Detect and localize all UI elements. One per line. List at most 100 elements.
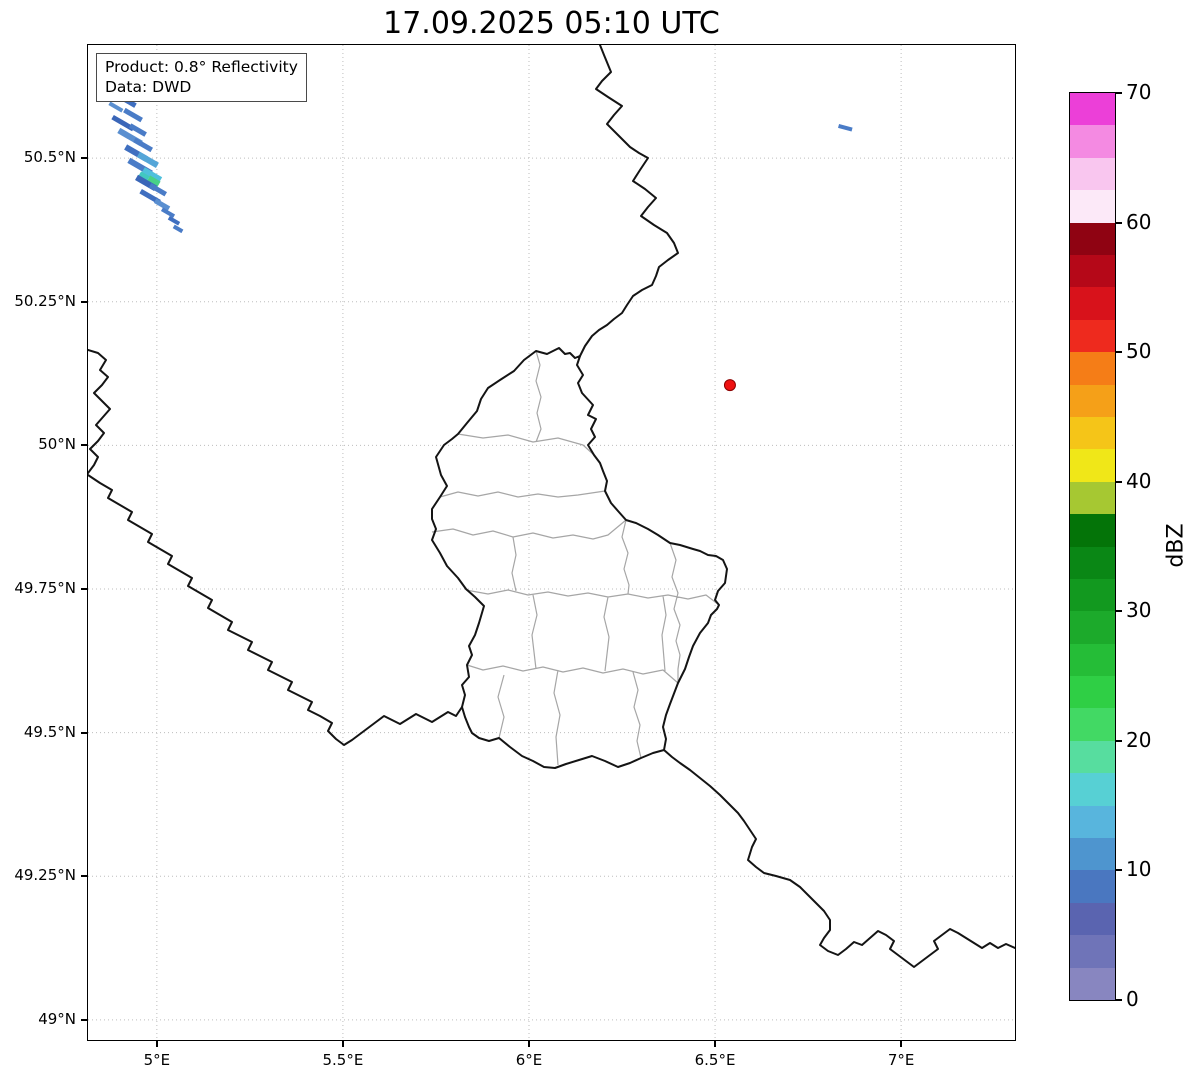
colorbar-bands — [1070, 93, 1115, 1000]
givet-salient-border — [88, 349, 111, 474]
colorbar-tick-label: 50 — [1126, 339, 1152, 364]
colorbar-band — [1070, 902, 1115, 936]
colorbar-unit-label: dBZ — [1163, 523, 1189, 568]
colorbar-tick-mark — [1116, 610, 1122, 613]
y-tick-label: 49.75°N — [14, 579, 76, 598]
colorbar-band — [1070, 416, 1115, 450]
radar-echo-layer — [108, 87, 853, 234]
map-plot: Product: 0.8° Reflectivity Data: DWD — [87, 44, 1016, 1041]
colorbar-band — [1070, 384, 1115, 417]
radar-echo — [160, 207, 176, 218]
colorbar-band — [1070, 189, 1115, 223]
radar-echo — [141, 167, 163, 183]
colorbar-tick-label: 20 — [1126, 727, 1152, 752]
colorbar-band — [1070, 772, 1115, 806]
x-tick-label: 6.5°E — [694, 1051, 736, 1069]
radar-echo — [128, 123, 147, 137]
x-tick-label: 5.5°E — [322, 1051, 364, 1069]
colorbar-band — [1070, 546, 1115, 579]
colorbar-tick-label: 0 — [1126, 987, 1139, 1011]
x-tick-mark — [341, 1041, 344, 1047]
radar-echo — [111, 114, 135, 132]
radar-echo — [147, 175, 161, 187]
colorbar-band — [1070, 254, 1115, 288]
x-tick-mark — [527, 1041, 530, 1047]
colorbar-band — [1070, 869, 1115, 903]
colorbar-band — [1070, 513, 1115, 547]
map-canvas — [88, 45, 1015, 1040]
canton-borders — [431, 350, 720, 766]
colorbar-band — [1070, 448, 1115, 482]
colorbar-band — [1070, 934, 1115, 968]
radar-echo — [136, 151, 159, 168]
colorbar-tick-mark — [1116, 739, 1122, 742]
y-tick-mark — [81, 1018, 87, 1021]
colorbar-band — [1070, 643, 1115, 677]
gridlines — [88, 45, 1015, 1040]
y-tick-label: 49.25°N — [14, 866, 76, 885]
colorbar-tick-label: 70 — [1126, 80, 1152, 104]
y-tick-mark — [81, 157, 87, 160]
y-tick-label: 50°N — [38, 435, 76, 454]
colorbar-tick-label: 60 — [1126, 209, 1152, 234]
luxembourg-border — [431, 347, 728, 769]
colorbar-tick-label: 10 — [1126, 857, 1152, 882]
y-tick-mark — [81, 731, 87, 734]
france-germany-border — [663, 749, 1015, 968]
colorbar — [1069, 92, 1116, 1001]
radar-echo — [148, 183, 168, 197]
radar-echo — [153, 198, 171, 211]
colorbar-tick-label: 40 — [1126, 468, 1152, 493]
colorbar-tick-mark — [1116, 999, 1122, 1001]
colorbar-band — [1070, 805, 1115, 839]
colorbar-tick-mark — [1116, 92, 1122, 94]
colorbar-band — [1070, 222, 1115, 255]
canton-border-line — [431, 350, 720, 766]
france-belgium-border — [88, 474, 463, 746]
colorbar-band — [1070, 610, 1115, 644]
colorbar-band — [1070, 319, 1115, 353]
y-tick-mark — [81, 875, 87, 878]
colorbar-band — [1070, 837, 1115, 871]
radar-echo — [108, 101, 124, 113]
colorbar-band — [1070, 740, 1115, 774]
colorbar-band — [1070, 675, 1115, 709]
x-tick-mark — [900, 1041, 903, 1047]
belgium-germany-border — [579, 45, 679, 357]
y-tick-mark — [81, 300, 87, 303]
colorbar-band — [1070, 157, 1115, 191]
colorbar-band — [1070, 93, 1115, 126]
y-tick-label: 49.5°N — [23, 722, 76, 741]
y-tick-mark — [81, 444, 87, 447]
radar-echo — [138, 171, 150, 181]
colorbar-tick-mark — [1116, 869, 1122, 872]
radar-site-marker — [723, 379, 736, 392]
colorbar-tick-mark — [1116, 221, 1122, 224]
colorbar-tick-mark — [1116, 480, 1122, 483]
colorbar-band — [1070, 286, 1115, 320]
radar-echo — [172, 224, 184, 234]
data-source-label: Data: DWD — [105, 78, 192, 97]
x-tick-label: 6°E — [515, 1051, 543, 1069]
x-tick-label: 5°E — [143, 1051, 171, 1069]
x-tick-label: 7°E — [887, 1051, 915, 1069]
colorbar-band — [1070, 124, 1115, 158]
radar-echo — [133, 137, 153, 153]
colorbar-tick-label: 30 — [1126, 598, 1152, 623]
colorbar-band — [1070, 967, 1115, 1000]
y-tick-mark — [81, 588, 87, 591]
product-label: Product: 0.8° Reflectivity — [105, 58, 298, 76]
figure-title: 17.09.2025 05:10 UTC — [383, 6, 720, 41]
colorbar-tick-mark — [1116, 351, 1122, 354]
colorbar-band — [1070, 708, 1115, 741]
y-tick-label: 50.25°N — [14, 291, 76, 310]
radar-echo — [123, 107, 143, 123]
y-tick-label: 49°N — [38, 1009, 76, 1028]
colorbar-band — [1070, 351, 1115, 385]
x-tick-mark — [714, 1041, 717, 1047]
x-tick-mark — [155, 1041, 158, 1047]
product-info-box: Product: 0.8° Reflectivity Data: DWD — [96, 53, 307, 102]
radar-echo — [838, 123, 853, 132]
colorbar-band — [1070, 578, 1115, 612]
